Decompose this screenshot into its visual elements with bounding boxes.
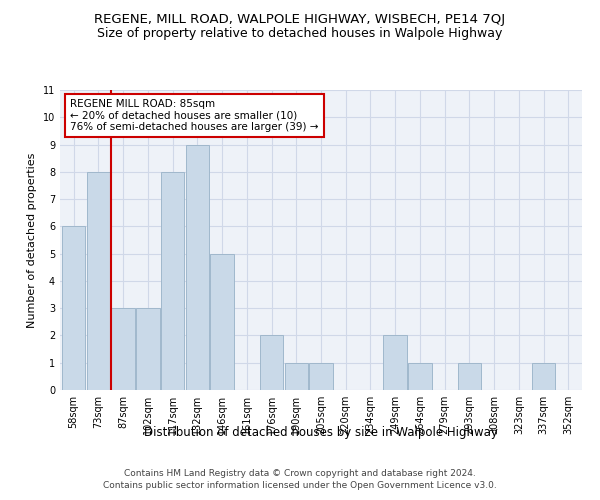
Bar bbox=[62, 226, 85, 390]
Bar bbox=[86, 172, 110, 390]
Bar bbox=[532, 362, 556, 390]
Y-axis label: Number of detached properties: Number of detached properties bbox=[28, 152, 37, 328]
Bar bbox=[161, 172, 184, 390]
Bar bbox=[309, 362, 333, 390]
Bar bbox=[458, 362, 481, 390]
Text: REGENE MILL ROAD: 85sqm
← 20% of detached houses are smaller (10)
76% of semi-de: REGENE MILL ROAD: 85sqm ← 20% of detache… bbox=[70, 99, 319, 132]
Bar bbox=[112, 308, 135, 390]
Text: REGENE, MILL ROAD, WALPOLE HIGHWAY, WISBECH, PE14 7QJ: REGENE, MILL ROAD, WALPOLE HIGHWAY, WISB… bbox=[94, 12, 506, 26]
Bar bbox=[210, 254, 234, 390]
Bar bbox=[408, 362, 432, 390]
Text: Distribution of detached houses by size in Walpole Highway: Distribution of detached houses by size … bbox=[144, 426, 498, 439]
Bar bbox=[185, 144, 209, 390]
Bar bbox=[284, 362, 308, 390]
Text: Size of property relative to detached houses in Walpole Highway: Size of property relative to detached ho… bbox=[97, 28, 503, 40]
Bar bbox=[260, 336, 283, 390]
Bar bbox=[383, 336, 407, 390]
Bar bbox=[136, 308, 160, 390]
Text: Contains HM Land Registry data © Crown copyright and database right 2024.
Contai: Contains HM Land Registry data © Crown c… bbox=[103, 468, 497, 490]
